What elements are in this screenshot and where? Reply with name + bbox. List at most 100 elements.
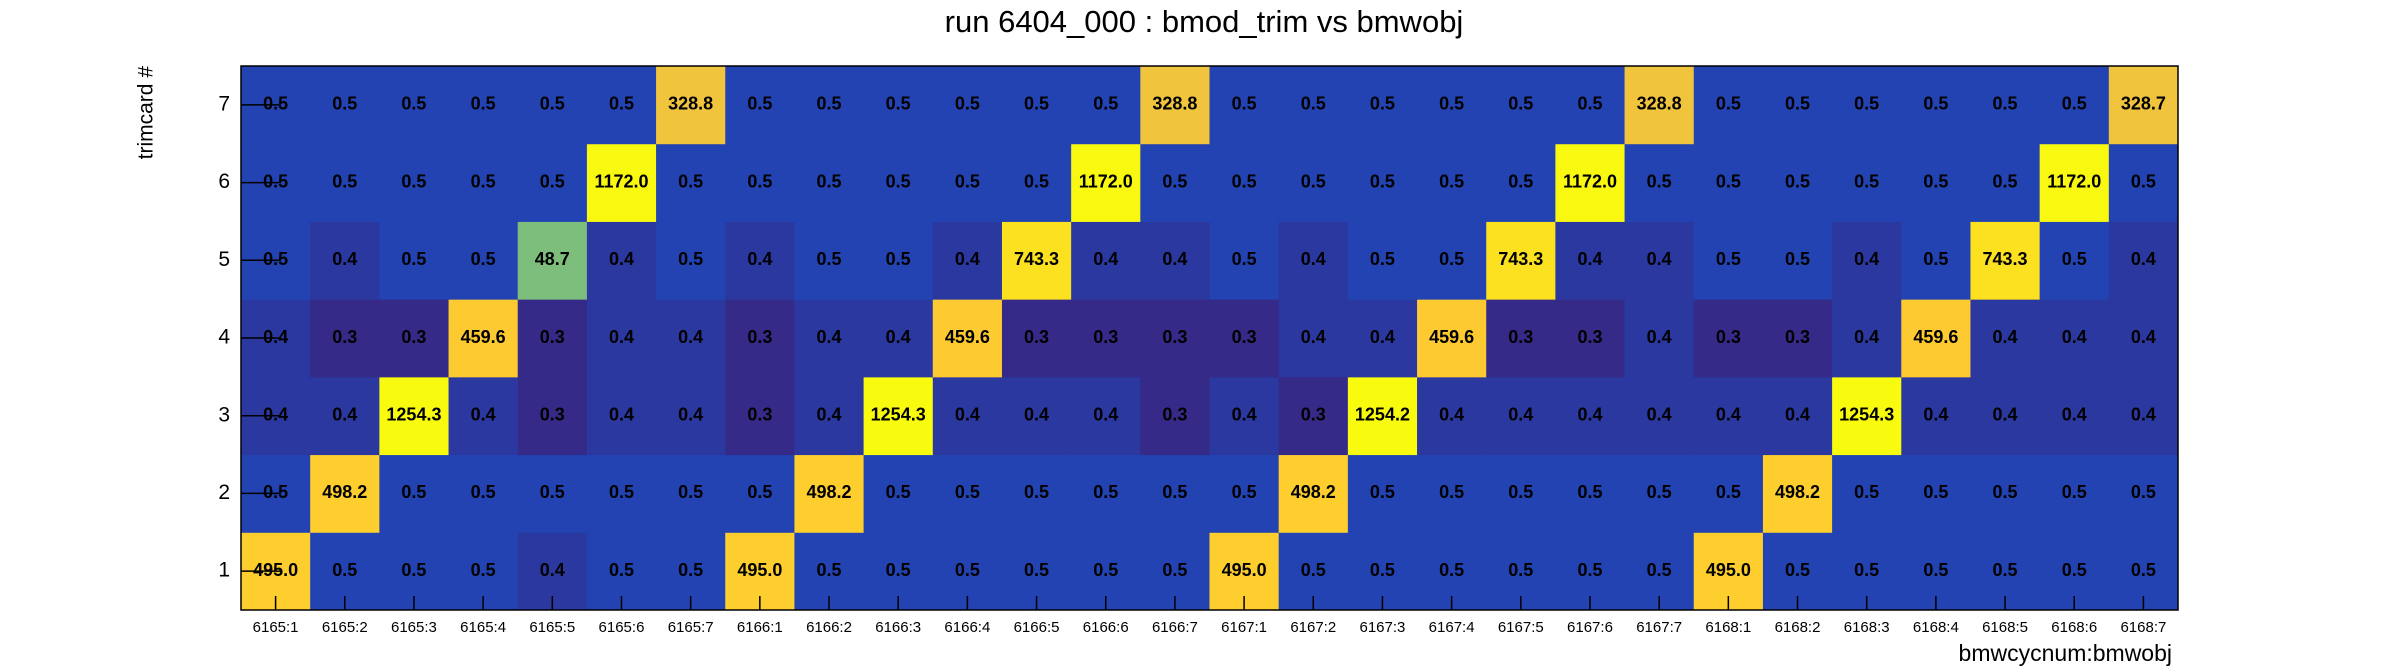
x-axis-label: bmwcycnum:bmwobj — [1959, 640, 2172, 666]
y-tick-label: 1 — [218, 559, 230, 582]
cell-label: 0.5 — [471, 171, 496, 191]
cell — [1140, 221, 1210, 300]
cell — [517, 66, 588, 145]
cell-label: 1254.3 — [871, 404, 926, 424]
cell-label: 0.5 — [1162, 482, 1187, 502]
cell — [656, 376, 726, 456]
cell-label: 328.8 — [1152, 94, 1197, 114]
cell — [1555, 299, 1626, 378]
cell — [1762, 299, 1833, 378]
x-tick-label: 6166:6 — [1083, 619, 1129, 636]
cell-label: 328.7 — [2121, 94, 2166, 114]
cell — [310, 376, 380, 456]
cell-label: 0.5 — [817, 94, 842, 114]
cell — [1486, 66, 1556, 145]
cell-label: 0.4 — [2131, 249, 2156, 269]
cell — [863, 221, 934, 300]
cell — [1762, 66, 1833, 145]
cell-label: 0.5 — [1232, 94, 1257, 114]
cell-label: 0.3 — [1024, 327, 1049, 347]
x-tick-label: 6168:4 — [1913, 619, 1959, 636]
cell-label: 0.5 — [263, 171, 288, 191]
cell — [1832, 299, 1902, 378]
cell-label: 0.4 — [1577, 404, 1602, 424]
cell — [656, 299, 726, 378]
cell — [586, 66, 657, 145]
cell-label: 0.5 — [1093, 482, 1118, 502]
cell-label: 0.3 — [747, 404, 772, 424]
cell-label: 0.5 — [1370, 249, 1395, 269]
cell-label: 1172.0 — [594, 171, 648, 191]
cell-label: 0.5 — [678, 560, 703, 580]
cell-label: 0.5 — [1923, 171, 1948, 191]
cell-label: 0.3 — [1508, 327, 1533, 347]
cell-label: 0.5 — [1024, 171, 1049, 191]
cell-label: 0.5 — [1439, 482, 1464, 502]
cell — [863, 66, 934, 145]
cell — [1762, 221, 1833, 300]
cell-label: 0.5 — [817, 171, 842, 191]
cell-label: 0.5 — [1370, 560, 1395, 580]
cell-label: 0.5 — [1923, 249, 1948, 269]
cell — [1001, 221, 1072, 300]
cell-label: 0.5 — [817, 249, 842, 269]
x-tick-label: 6167:6 — [1567, 619, 1613, 636]
cell — [379, 66, 450, 145]
cell-label: 495.0 — [253, 560, 298, 580]
cell-label: 0.5 — [747, 171, 772, 191]
cell-label: 0.5 — [1093, 94, 1118, 114]
cell-label: 1254.3 — [386, 404, 441, 424]
cell-label: 0.5 — [1993, 94, 2018, 114]
cell — [448, 299, 519, 378]
cell — [2108, 66, 2179, 145]
plot-frame — [240, 65, 2179, 611]
cell — [448, 66, 519, 145]
cell-label: 459.6 — [945, 327, 990, 347]
cell-label: 0.5 — [540, 482, 565, 502]
cell-label: 0.5 — [1439, 171, 1464, 191]
cell-label: 0.4 — [1923, 404, 1948, 424]
x-tick-label: 6165:5 — [529, 619, 575, 636]
cell-label: 0.4 — [1716, 404, 1741, 424]
cell-label: 0.4 — [1854, 327, 1879, 347]
cell — [1347, 299, 1418, 378]
cell-label: 0.5 — [401, 249, 426, 269]
cell-label: 0.5 — [1577, 560, 1602, 580]
cell — [1140, 299, 1210, 378]
cell — [1417, 143, 1487, 222]
cell — [863, 143, 934, 222]
cell-label: 0.5 — [471, 560, 496, 580]
cell — [1278, 66, 1349, 145]
cell-label: 0.5 — [747, 94, 772, 114]
cell-label: 0.5 — [886, 94, 911, 114]
cell-label: 0.5 — [1508, 560, 1533, 580]
cell-label: 0.5 — [2062, 249, 2087, 269]
cell — [1762, 376, 1833, 456]
cell — [1001, 143, 1072, 222]
cell — [1417, 66, 1487, 145]
cell-label: 0.4 — [609, 249, 634, 269]
cell — [1417, 299, 1487, 378]
cell-label: 0.5 — [1993, 482, 2018, 502]
cell-label: 0.5 — [1785, 171, 1810, 191]
cell — [586, 299, 657, 378]
cell — [586, 454, 657, 533]
cell — [656, 221, 726, 300]
cell — [1417, 221, 1487, 300]
cell-label: 0.5 — [2062, 94, 2087, 114]
y-tick-label: 7 — [218, 92, 230, 115]
cell-label: 0.5 — [678, 482, 703, 502]
cell — [863, 454, 934, 533]
cell — [1140, 454, 1210, 533]
cell — [656, 66, 726, 145]
x-tick-label: 6165:3 — [391, 619, 437, 636]
cell-label: 0.5 — [609, 560, 634, 580]
x-tick-label: 6167:3 — [1360, 619, 1406, 636]
cell — [1486, 376, 1556, 456]
cell-label: 328.8 — [668, 94, 713, 114]
cell-label: 495.0 — [1222, 560, 1267, 580]
cell-label: 0.5 — [1716, 94, 1741, 114]
cell-label: 0.3 — [1162, 327, 1187, 347]
cell-label: 0.4 — [1854, 249, 1879, 269]
cell — [1832, 143, 1902, 222]
